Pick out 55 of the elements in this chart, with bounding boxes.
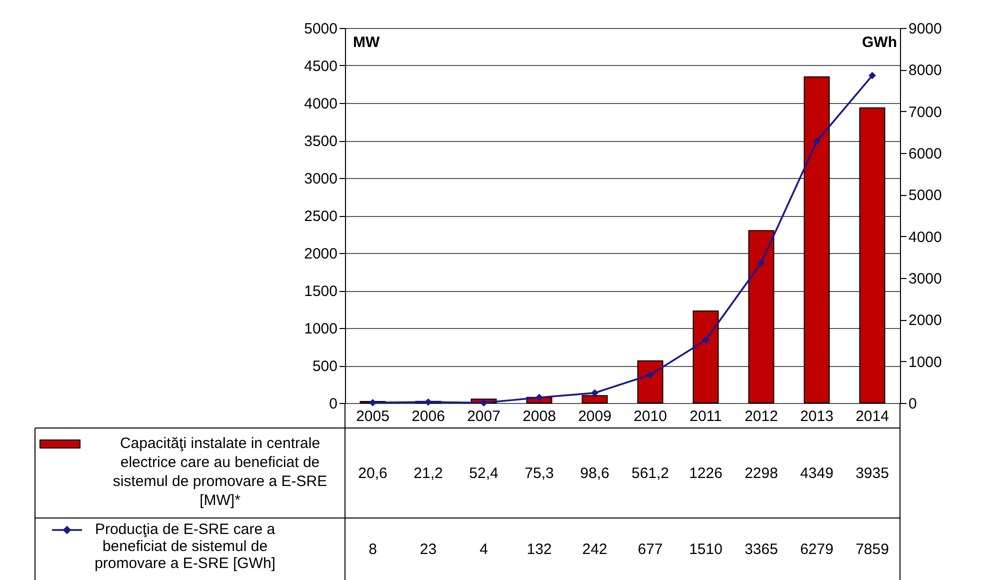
y-tick-label: 0 (329, 396, 338, 412)
data-label: 242 (582, 541, 608, 558)
x-tick-label: 2009 (578, 408, 612, 425)
x-tick-label: 2011 (690, 408, 722, 425)
data-label: 3935 (856, 465, 889, 482)
x-tick-label: 2006 (412, 408, 445, 425)
y-tick-label: 5000 (304, 20, 338, 38)
data-label: 8 (368, 541, 377, 558)
data-label: 1226 (689, 465, 722, 482)
data-label: 98,6 (580, 465, 610, 482)
x-tick-label: 2014 (856, 408, 889, 425)
data-label: 7859 (856, 541, 889, 558)
data-label: 677 (638, 541, 663, 558)
y2-tick-label: 3000 (908, 270, 942, 288)
data-label: 2298 (744, 465, 778, 482)
data-label: 3365 (744, 541, 778, 558)
data-label: 20,6 (358, 465, 388, 482)
data-label: 6279 (800, 541, 834, 558)
y-axis-title: MW (353, 34, 380, 51)
x-tick-label: 2007 (467, 408, 500, 425)
data-label: 561,2 (631, 465, 670, 482)
y-tick-label: 1500 (304, 283, 338, 300)
y-tick-label: 3500 (304, 133, 338, 150)
legend-label: Capacităţi instalate in centrale electrice care au beneficiat de sistemul de promovare a E-SRE [MW]* (112, 435, 328, 509)
data-label: 75,3 (524, 465, 554, 482)
y-tick-label: 1000 (304, 320, 338, 338)
y2-tick-label: 2000 (908, 312, 942, 330)
data-label: 21,2 (414, 465, 443, 482)
data-label: 23 (420, 541, 437, 558)
y2-axis-title: GWh (862, 34, 897, 51)
y2-tick-label: 1000 (908, 354, 942, 371)
y2-tick-label: 4000 (908, 228, 942, 246)
y2-tick-label: 9000 (908, 20, 942, 38)
x-tick-label: 2005 (356, 408, 390, 425)
data-label: 132 (526, 541, 552, 558)
y-tick-label: 2000 (304, 246, 338, 262)
y-tick-label: 2500 (304, 208, 338, 225)
y2-tick-label: 5000 (908, 187, 942, 204)
y2-tick-label: 8000 (908, 62, 942, 80)
x-tick-label: 2010 (634, 408, 667, 425)
legend-label: Producţia de E-SRE care a beneficiat de sistemul de promovare a E-SRE [GWh] (94, 521, 276, 572)
y-tick-label: 500 (312, 358, 338, 375)
data-label: 52,4 (469, 465, 498, 482)
data-label: 1510 (689, 541, 722, 558)
y-tick-label: 4500 (304, 58, 338, 75)
data-label: 4 (480, 541, 488, 558)
y-tick-label: 3000 (304, 170, 338, 188)
y2-tick-label: 6000 (908, 146, 942, 162)
x-tick-label: 2008 (522, 408, 556, 425)
y2-tick-label: 7000 (908, 104, 942, 121)
data-label: 4349 (800, 465, 834, 482)
x-tick-label: 2013 (800, 408, 834, 425)
y-tick-label: 4000 (304, 96, 338, 112)
y2-tick-label: 0 (908, 396, 917, 412)
x-tick-label: 2012 (744, 408, 778, 425)
